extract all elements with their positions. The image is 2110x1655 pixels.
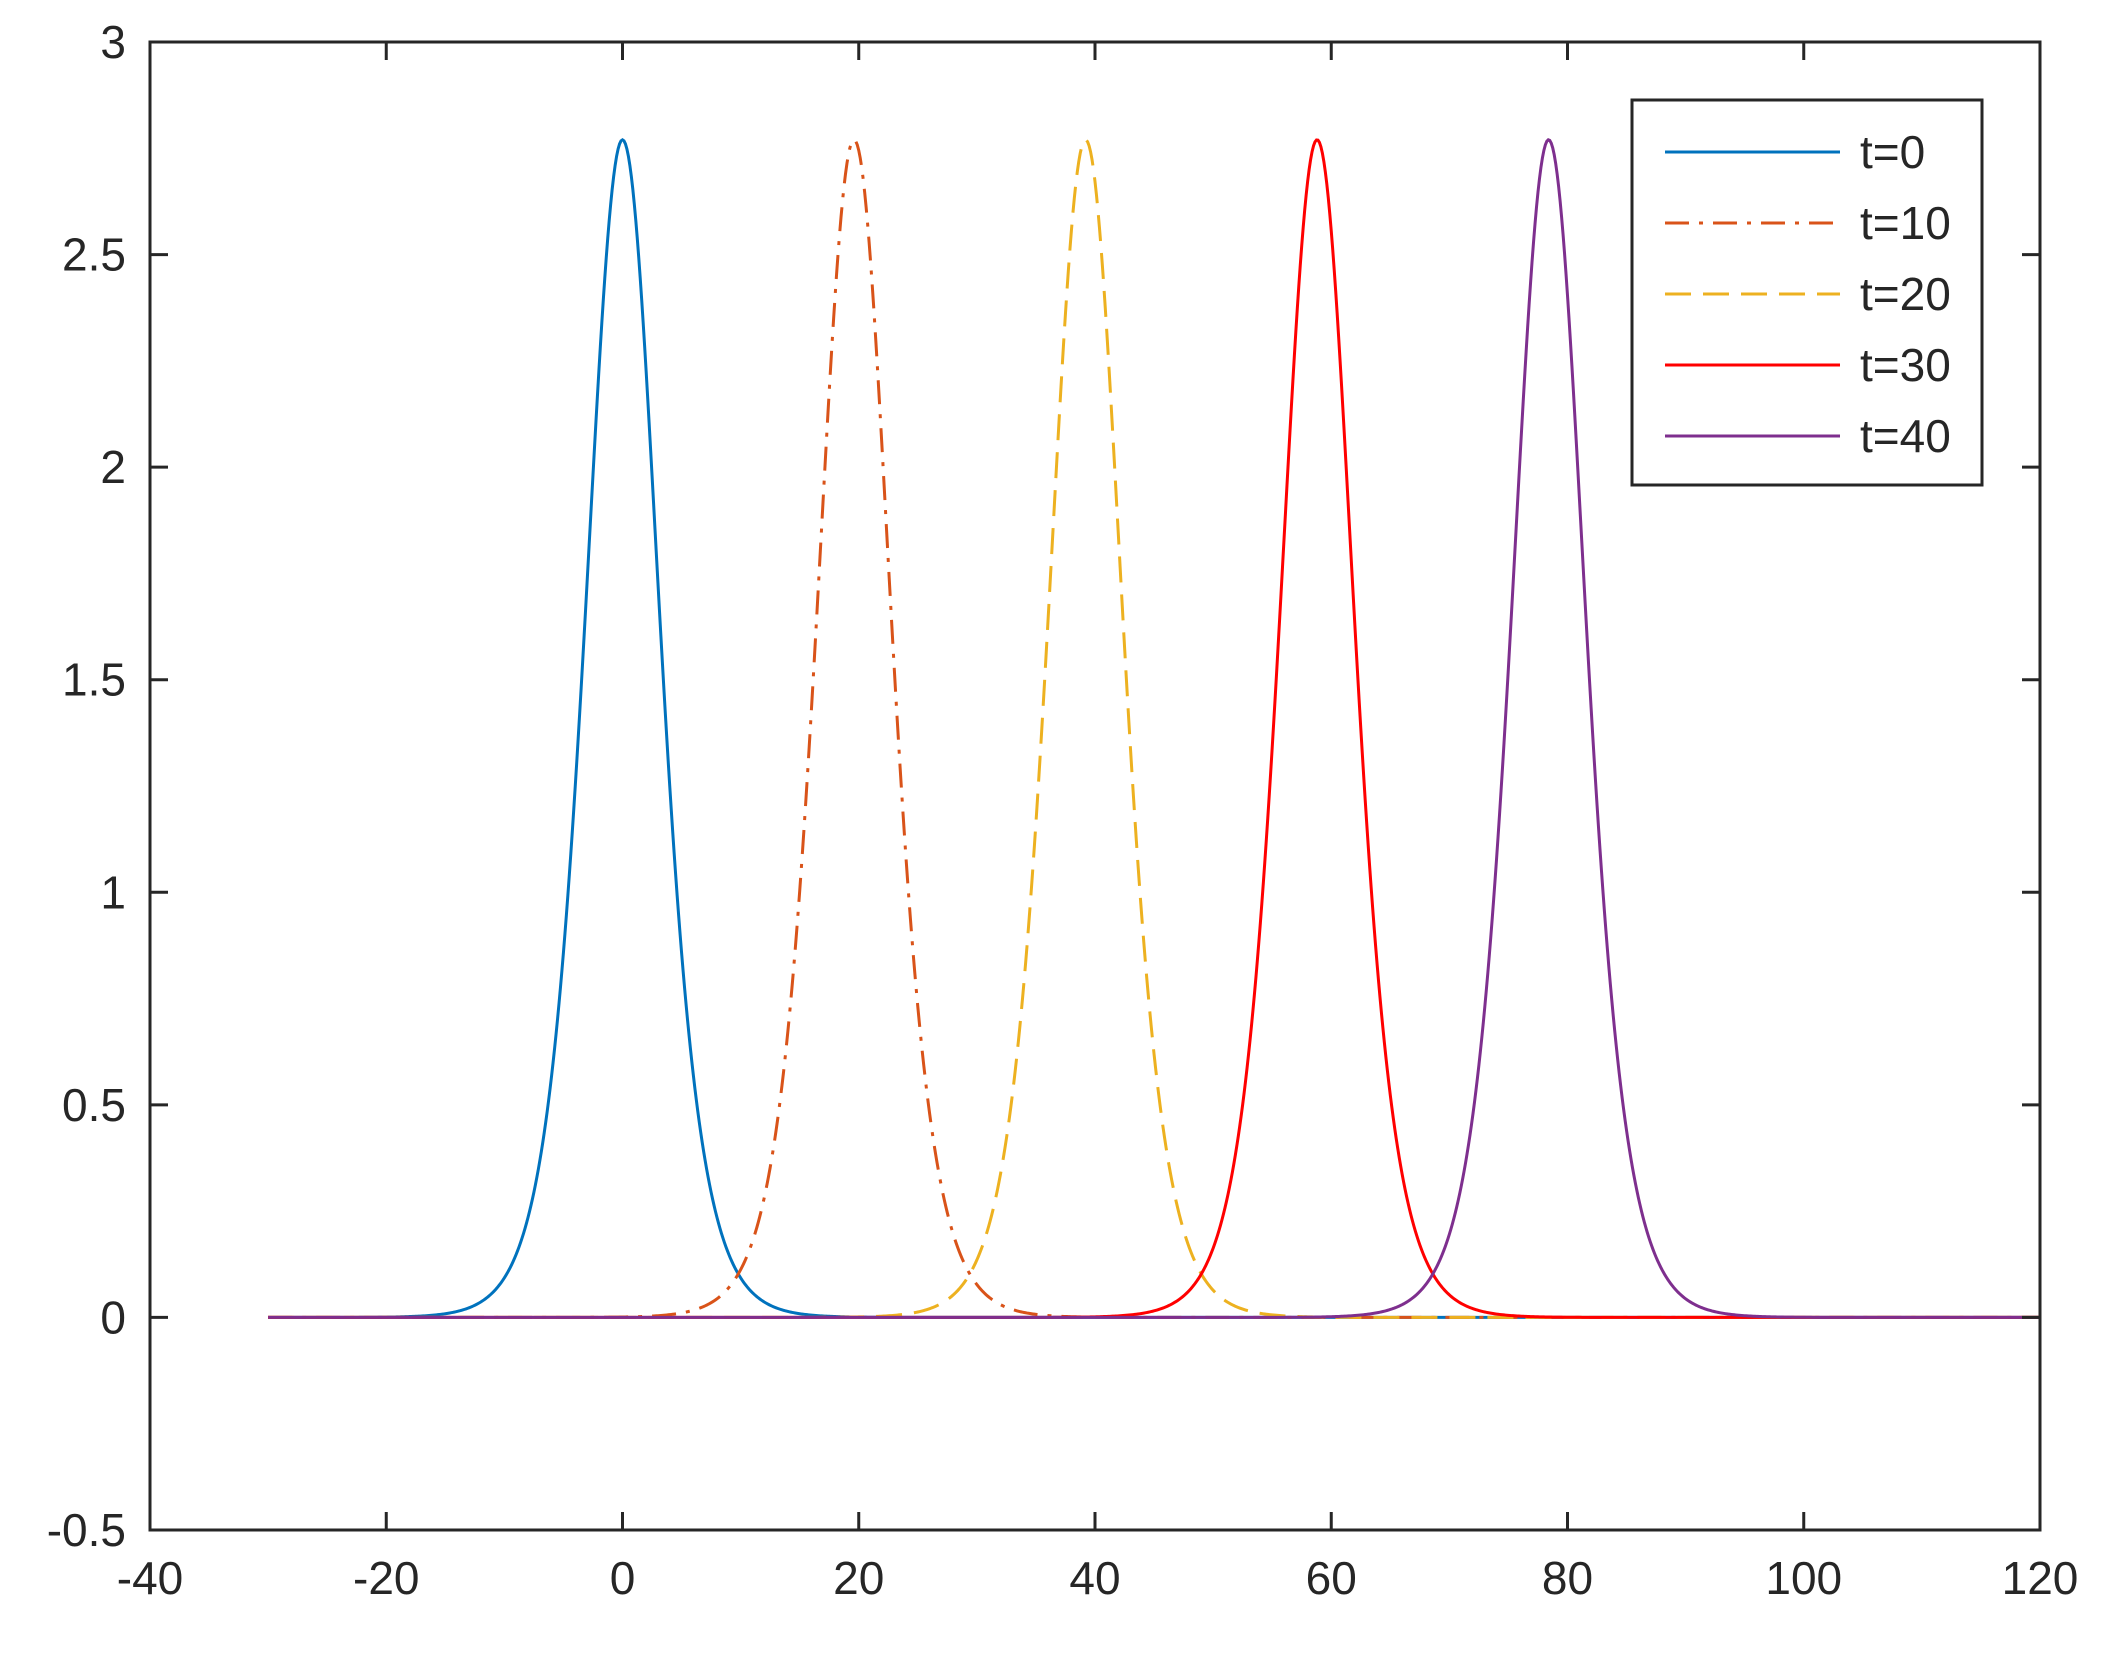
x-tick-label: -20 bbox=[353, 1552, 419, 1604]
y-tick-label: 0.5 bbox=[62, 1079, 126, 1131]
x-tick-label: 120 bbox=[2002, 1552, 2079, 1604]
y-tick-label: -0.5 bbox=[47, 1504, 126, 1556]
ticks-layer: -40 -20 0 20 40 60 80 100 120 -0.5 0 0.5 1 1.5 2 2.5 3 bbox=[47, 16, 2079, 1604]
series-layer bbox=[268, 137, 2040, 1319]
series-line-t=20 bbox=[268, 138, 2040, 1319]
x-tick-label: 0 bbox=[610, 1552, 636, 1604]
x-tick-label: 60 bbox=[1306, 1552, 1357, 1604]
legend-label: t=0 bbox=[1860, 126, 1925, 178]
legend-label: t=40 bbox=[1860, 410, 1951, 462]
y-tick-label: 2 bbox=[100, 441, 126, 493]
series-line-t=40 bbox=[268, 138, 2040, 1319]
x-tick-label: -40 bbox=[117, 1552, 183, 1604]
legend: t=0 t=10 t=20 t=30 t=40 bbox=[1630, 98, 1984, 487]
y-tick-label: 2.5 bbox=[62, 229, 126, 281]
legend-label: t=20 bbox=[1860, 268, 1951, 320]
x-tick-label: 20 bbox=[833, 1552, 884, 1604]
x-tick-label: 80 bbox=[1542, 1552, 1593, 1604]
y-tick-label: 1 bbox=[100, 866, 126, 918]
y-tick-label: 1.5 bbox=[62, 654, 126, 706]
x-tick-label: 40 bbox=[1069, 1552, 1120, 1604]
legend-label: t=30 bbox=[1860, 339, 1951, 391]
x-tick-label: 100 bbox=[1765, 1552, 1842, 1604]
legend-label: t=10 bbox=[1860, 197, 1951, 249]
y-tick-label: 3 bbox=[100, 16, 126, 68]
y-tick-label: 0 bbox=[100, 1291, 126, 1343]
